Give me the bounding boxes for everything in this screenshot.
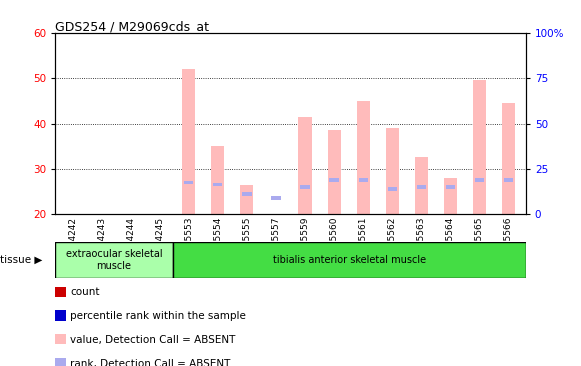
Bar: [242, 192, 252, 195]
Text: count: count: [70, 287, 100, 297]
Text: tibialis anterior skeletal muscle: tibialis anterior skeletal muscle: [272, 255, 426, 265]
Bar: [502, 103, 515, 214]
Bar: [504, 178, 513, 182]
Bar: [357, 101, 370, 214]
Bar: [184, 180, 193, 184]
Bar: [388, 187, 397, 191]
Bar: [386, 128, 399, 214]
Bar: [329, 178, 339, 182]
Bar: [475, 178, 484, 182]
Bar: [300, 185, 310, 189]
Bar: [55, 242, 173, 278]
Bar: [417, 185, 426, 189]
Bar: [358, 178, 368, 182]
Bar: [473, 81, 486, 214]
Bar: [182, 69, 195, 214]
Bar: [444, 178, 457, 214]
Bar: [211, 146, 224, 214]
Text: percentile rank within the sample: percentile rank within the sample: [70, 311, 246, 321]
Bar: [328, 130, 340, 214]
Text: value, Detection Call = ABSENT: value, Detection Call = ABSENT: [70, 335, 236, 345]
Bar: [415, 157, 428, 214]
Text: GDS254 / M29069cds_at: GDS254 / M29069cds_at: [55, 20, 209, 33]
Bar: [241, 185, 253, 214]
Bar: [299, 117, 311, 214]
Bar: [213, 183, 223, 187]
Text: rank, Detection Call = ABSENT: rank, Detection Call = ABSENT: [70, 359, 231, 366]
Text: extraocular skeletal
muscle: extraocular skeletal muscle: [66, 249, 162, 271]
Bar: [173, 242, 526, 278]
Bar: [446, 185, 455, 189]
Bar: [271, 197, 281, 200]
Text: tissue ▶: tissue ▶: [0, 255, 42, 265]
